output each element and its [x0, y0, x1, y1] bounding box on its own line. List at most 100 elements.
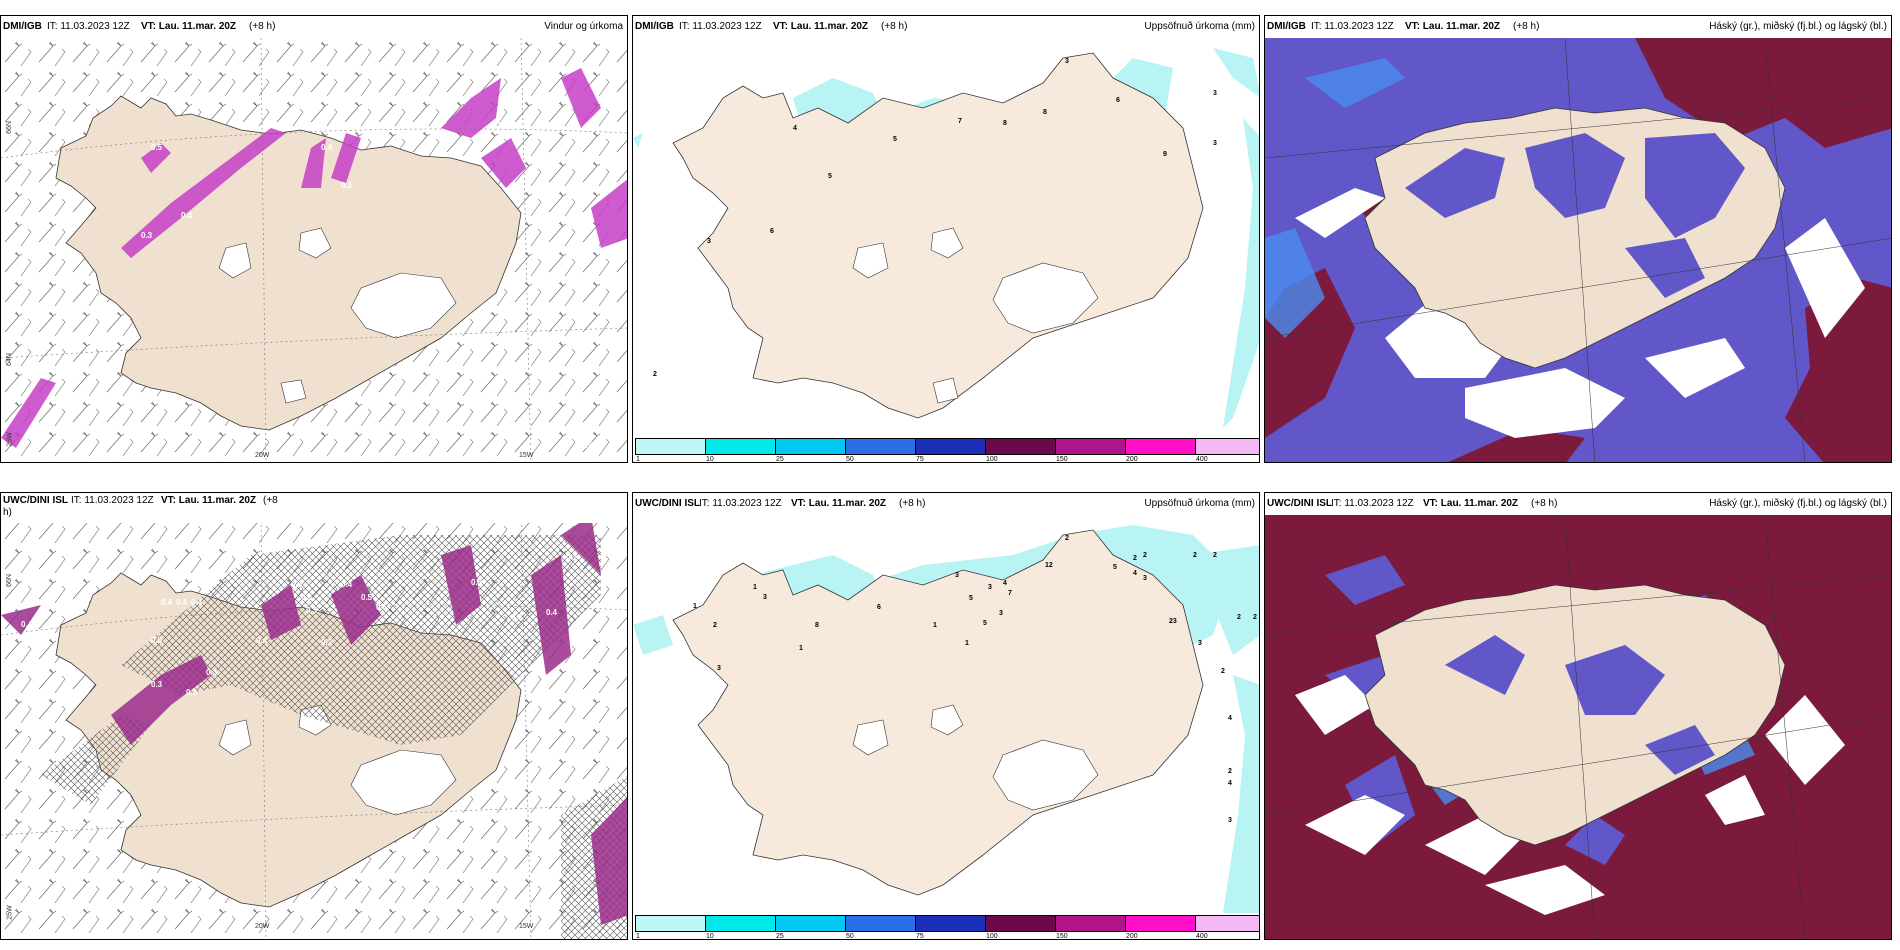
- model-source: UWC/DINI ISL: [1267, 498, 1332, 509]
- svg-text:2: 2: [1237, 614, 1241, 621]
- svg-text:8: 8: [1043, 109, 1047, 116]
- legend-swatch: [775, 438, 846, 455]
- legend-tick-label: 25: [776, 456, 784, 463]
- valid-time: VT: Lau. 11.mar. 20Z: [1423, 498, 1519, 509]
- legend-tick-label: 200: [1126, 933, 1138, 940]
- svg-text:3: 3: [955, 572, 959, 579]
- init-time: IT: 11.03.2023 12Z: [1311, 21, 1394, 32]
- svg-text:0.4: 0.4: [176, 598, 188, 607]
- init-time: IT: 11.03.2023 12Z: [679, 21, 762, 32]
- legend-tick-label: 100: [986, 933, 998, 940]
- legend-tick-label: 50: [846, 933, 854, 940]
- init-time: IT: 11.03.2023 12Z: [47, 21, 130, 32]
- panel-header: UWC/DINI ISL IT: 11.03.2023 12Z VT: Lau.…: [1265, 493, 1891, 515]
- iceland-landmass: [55, 95, 522, 431]
- svg-text:8: 8: [1003, 120, 1007, 127]
- panel-header: DMI/IGB IT: 11.03.2023 12Z VT: Lau. 11.m…: [633, 16, 1259, 38]
- precip-streaks: [1, 68, 627, 448]
- svg-text:2: 2: [713, 622, 717, 629]
- legend-swatch: [915, 915, 986, 932]
- svg-text:2: 2: [1143, 552, 1147, 559]
- legend-swatch: [1055, 438, 1126, 455]
- precip-value-labels: 0.4 0.4 0.4 0.3 0.3 0.3 0.4 0.5 0.5 0.4 …: [21, 553, 578, 697]
- svg-text:7: 7: [1008, 590, 1012, 597]
- svg-text:0.5: 0.5: [151, 143, 163, 152]
- legend-swatch: [1195, 438, 1259, 455]
- valid-time: VT: Lau. 11.mar. 20Z: [791, 498, 887, 509]
- panel-header: DMI/IGB IT: 11.03.2023 12Z VT: Lau. 11.m…: [1, 16, 627, 38]
- legend-swatch: [1195, 915, 1259, 932]
- map-wind-precip: 0.4 0.4 0.4 0.3 0.3 0.3 0.4 0.5 0.5 0.4 …: [1, 515, 627, 939]
- panel-bottom-mid-accum-precip: UWC/DINI ISL IT: 11.03.2023 12Z VT: Lau.…: [632, 492, 1260, 940]
- precip-color-legend: 1 10 25 50 75 100 150 200 400: [633, 913, 1259, 940]
- svg-text:0.4: 0.4: [321, 143, 333, 152]
- svg-text:3: 3: [1143, 575, 1147, 582]
- legend-tick-label: 50: [846, 456, 854, 463]
- svg-text:7: 7: [958, 118, 962, 125]
- lat-label-66: 66N: [5, 121, 13, 134]
- lon-label-25: 25W: [6, 905, 14, 920]
- legend-swatch: [1055, 915, 1126, 932]
- legend-swatch: [985, 915, 1056, 932]
- legend-swatch: [915, 438, 986, 455]
- svg-text:2: 2: [1228, 768, 1232, 775]
- svg-text:0.3: 0.3: [186, 688, 198, 697]
- model-source: UWC/DINI ISL: [3, 495, 68, 506]
- svg-text:0.3: 0.3: [206, 668, 218, 677]
- svg-text:0.5: 0.5: [361, 593, 373, 602]
- svg-text:1: 1: [799, 645, 803, 652]
- svg-text:6: 6: [770, 228, 774, 235]
- svg-text:3: 3: [1198, 640, 1202, 647]
- svg-text:0.3: 0.3: [141, 231, 153, 240]
- cloud-high-overlay-on-land: [1445, 635, 1715, 775]
- legend-tick-label: 400: [1196, 933, 1208, 940]
- svg-text:0.4: 0.4: [341, 580, 353, 589]
- svg-text:1: 1: [693, 603, 697, 610]
- legend-tick-label: 150: [1056, 456, 1068, 463]
- svg-text:2: 2: [1221, 668, 1225, 675]
- forecast-offset-wrap: h): [3, 507, 12, 518]
- iceland-landmass: [672, 52, 1204, 419]
- model-source: DMI/IGB: [3, 21, 42, 32]
- svg-text:0.3: 0.3: [491, 121, 503, 130]
- panel-header: UWC/DINI ISL IT: 11.03.2023 12Z VT: Lau.…: [633, 493, 1259, 515]
- svg-text:0.4: 0.4: [21, 620, 33, 629]
- svg-text:0.7: 0.7: [566, 553, 578, 562]
- svg-text:1: 1: [933, 622, 937, 629]
- svg-text:2: 2: [1065, 535, 1069, 542]
- legend-swatch: [845, 438, 916, 455]
- legend-tick-label: 10: [706, 933, 714, 940]
- svg-text:0.4: 0.4: [181, 211, 193, 220]
- svg-text:0.5: 0.5: [151, 636, 163, 645]
- map-cloud-cover: [1265, 38, 1891, 462]
- model-source: UWC/DINI ISL: [635, 498, 700, 509]
- svg-text:5: 5: [893, 136, 897, 143]
- svg-text:4: 4: [1003, 580, 1007, 587]
- svg-text:0.5: 0.5: [581, 441, 593, 450]
- panel-top-left-wind-precip: DMI/IGB IT: 11.03.2023 12Z VT: Lau. 11.m…: [0, 15, 628, 463]
- svg-text:3: 3: [1228, 817, 1232, 824]
- svg-text:4: 4: [1228, 715, 1232, 722]
- init-time: IT: 11.03.2023 12Z: [71, 495, 154, 506]
- legend-tick-label: 75: [916, 456, 924, 463]
- graticule: [1, 515, 627, 939]
- map-cloud-cover: [1265, 515, 1891, 939]
- svg-text:0.3: 0.3: [301, 593, 313, 602]
- precip-value-labels: 0.5 0.4 0.3 0.4 0.3 0.2 0.3 0.5: [141, 121, 613, 450]
- panel-title: Vindur og úrkoma: [544, 21, 623, 32]
- legend-swatch: [635, 915, 706, 932]
- svg-text:3: 3: [1213, 90, 1217, 97]
- svg-text:3: 3: [717, 665, 721, 672]
- precip-amount-labels: 3 6 3 3 4 5 7 8 8 5 9 6 2 3: [653, 58, 1217, 378]
- forecast-offset: (+8: [263, 495, 278, 506]
- svg-text:3: 3: [763, 594, 767, 601]
- panel-header: UWC/DINI ISL IT: 11.03.2023 12Z VT: Lau.…: [1, 493, 627, 523]
- panel-bottom-left-wind-precip: UWC/DINI ISL IT: 11.03.2023 12Z VT: Lau.…: [0, 492, 628, 940]
- svg-text:0.3: 0.3: [151, 680, 163, 689]
- map-accum-precip: 2 2 1 3 6 8 1 1 3 3 5 4 7 12 5 4 3 2 2 2: [633, 515, 1259, 940]
- precip-streaks: [1, 515, 627, 925]
- svg-text:2: 2: [1253, 614, 1257, 621]
- svg-text:0.4: 0.4: [546, 608, 558, 617]
- legend-swatch: [1125, 915, 1196, 932]
- legend-tick-label: 10: [706, 456, 714, 463]
